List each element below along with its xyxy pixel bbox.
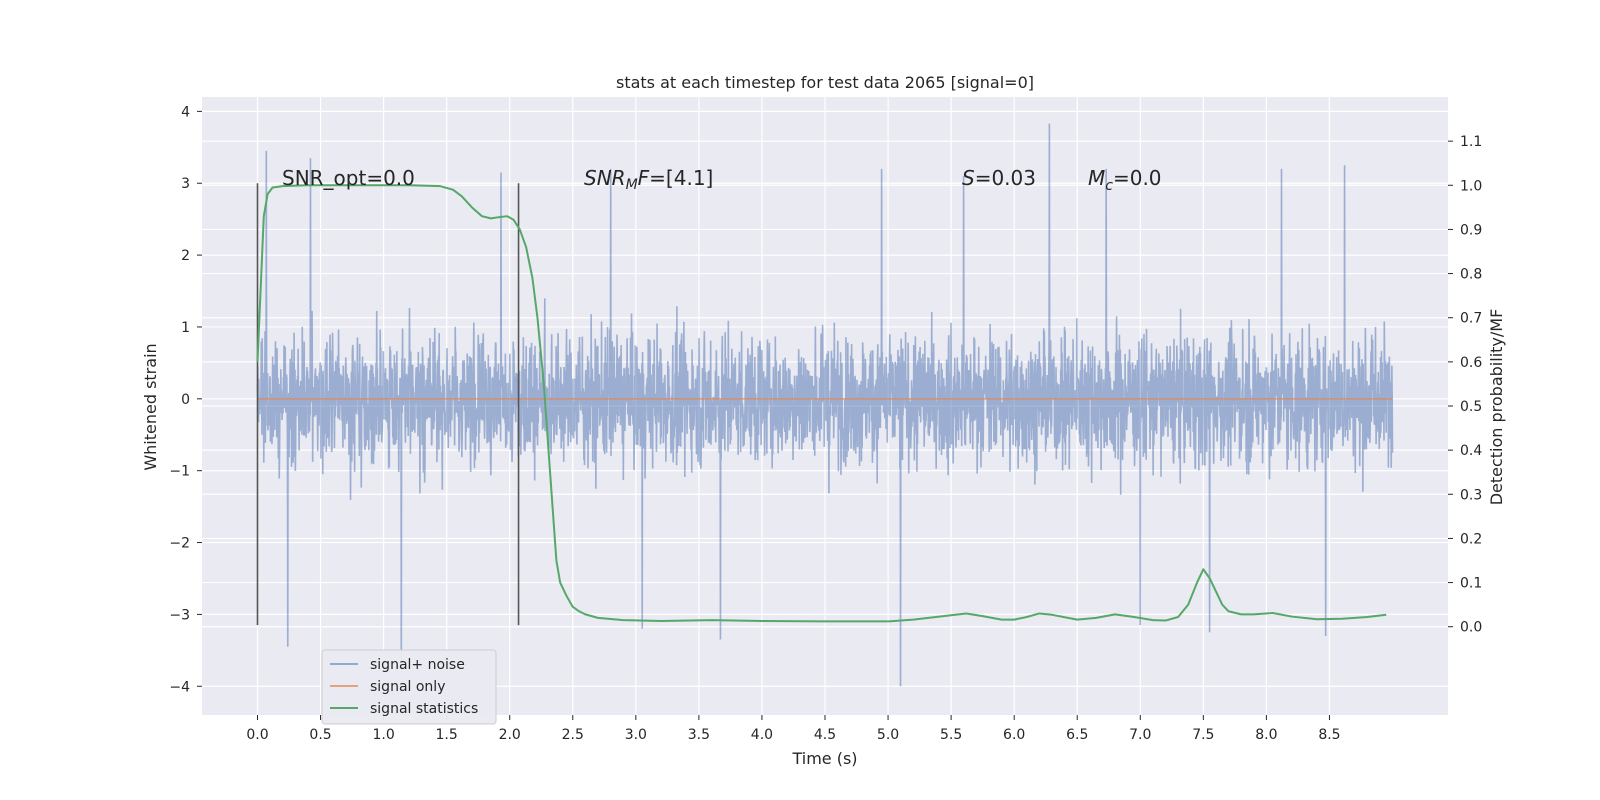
x-tick-label: 6.5: [1066, 727, 1088, 743]
x-tick-label: 7.0: [1129, 727, 1151, 743]
x-tick-label: 5.0: [877, 727, 899, 743]
y-right-tick-label: 1.0: [1460, 178, 1482, 194]
annotation-mc: Mc=0.0: [1088, 166, 1162, 194]
series-signal-statistics: [256, 184, 1387, 623]
y-tick-label: −1: [169, 464, 190, 480]
signal-statistics-line: [256, 184, 1387, 623]
y-right-tick-label: 0.5: [1460, 399, 1482, 415]
x-tick-label: 4.0: [751, 727, 773, 743]
x-tick-label: 1.5: [436, 727, 458, 743]
x-tick-label: 0.5: [309, 727, 331, 743]
y-right-tick-label: 0.1: [1460, 576, 1482, 592]
y-axis-ticks-left: 4 3 2 1 0 −1 −2 −3 −4: [169, 104, 202, 695]
x-axis-label: Time (s): [791, 749, 857, 768]
legend-label-signal-statistics: signal statistics: [370, 701, 478, 717]
y-axis-ticks-right: 1.1 1.0 0.9 0.8 0.7 0.6 0.5 0.4 0.3 0.2 0.1 0.0: [1448, 134, 1482, 636]
annotation-snr-opt: SNR_opt=0.0: [282, 166, 415, 190]
y-right-tick-label: 0.2: [1460, 531, 1482, 547]
y-axis-label-right: Detection probability/MF: [1487, 309, 1506, 506]
x-tick-label: 3.5: [688, 727, 710, 743]
y-right-tick-label: 0.4: [1460, 443, 1482, 459]
y-tick-label: −2: [169, 536, 190, 552]
legend: signal+ noise signal only signal statist…: [321, 649, 497, 725]
x-tick-label: 4.5: [814, 727, 836, 743]
y-right-tick-label: 0.6: [1460, 355, 1482, 371]
annotation-s: S=0.03: [962, 166, 1036, 190]
y-tick-label: −3: [169, 607, 190, 623]
y-right-tick-label: 0.0: [1460, 620, 1482, 636]
x-tick-label: 8.0: [1255, 727, 1277, 743]
legend-label-signal-noise: signal+ noise: [370, 657, 465, 673]
y-right-tick-label: 1.1: [1460, 134, 1482, 150]
y-right-tick-label: 0.7: [1460, 311, 1482, 327]
y-tick-label: 1: [181, 320, 190, 336]
y-tick-label: −4: [169, 679, 190, 695]
x-tick-label: 2.5: [562, 727, 584, 743]
y-tick-label: 0: [181, 392, 190, 408]
x-tick-label: 8.5: [1318, 727, 1340, 743]
series-signal-noise: [256, 123, 1394, 687]
x-tick-label: 3.0: [625, 727, 647, 743]
legend-box: [321, 649, 497, 725]
y-right-tick-label: 0.9: [1460, 222, 1482, 238]
chart-title: stats at each timestep for test data 206…: [616, 73, 1034, 92]
y-axis-label-left: Whitened strain: [141, 343, 160, 470]
signal-noise-line: [256, 123, 1394, 687]
x-tick-label: 0.0: [246, 727, 268, 743]
legend-label-signal-only: signal only: [370, 679, 445, 695]
detection-window-lines: [256, 183, 520, 626]
x-tick-label: 5.5: [940, 727, 962, 743]
y-tick-label: 2: [181, 248, 190, 264]
y-right-tick-label: 0.3: [1460, 487, 1482, 503]
x-tick-label: 2.0: [499, 727, 521, 743]
y-tick-label: 3: [181, 176, 190, 192]
x-tick-label: 6.0: [1003, 727, 1025, 743]
annotation-snr-mf: SNRMF=[4.1]: [584, 166, 713, 193]
x-tick-label: 7.5: [1192, 727, 1214, 743]
y-right-tick-label: 0.8: [1460, 267, 1482, 283]
x-axis-ticks: 0.0 0.5 1.0 1.5 2.0 2.5 3.0 3.5 4.0 4.5 5.0 5.5 6.0 6…: [246, 715, 1341, 743]
y-tick-label: 4: [181, 104, 190, 120]
x-tick-label: 1.0: [372, 727, 394, 743]
